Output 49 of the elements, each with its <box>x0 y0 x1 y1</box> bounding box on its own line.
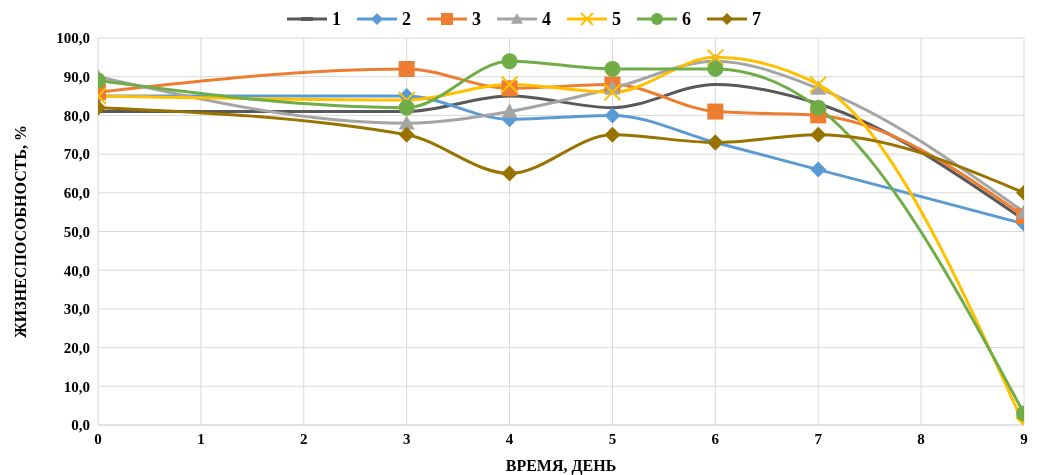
point <box>810 99 827 116</box>
x-tick-label: 3 <box>402 430 411 447</box>
x-tick-label: 2 <box>300 430 308 447</box>
y-tick-label: 70,0 <box>63 146 90 163</box>
y-tick-label: 60,0 <box>63 185 90 202</box>
legend-label: 4 <box>542 8 551 30</box>
x-tick-label: 5 <box>608 430 617 447</box>
point <box>501 165 518 182</box>
y-tick-label: 80,0 <box>63 107 90 124</box>
y-tick-label: 0,0 <box>71 417 90 434</box>
y-tick-label: 50,0 <box>63 223 90 240</box>
legend-label: 1 <box>332 8 341 30</box>
point <box>501 103 518 118</box>
point <box>603 83 622 102</box>
x-tick-label: 7 <box>814 430 823 447</box>
point <box>706 48 725 67</box>
point <box>707 103 724 120</box>
point <box>500 75 519 94</box>
x-tick-label: 4 <box>505 430 514 447</box>
point <box>398 99 415 116</box>
point <box>707 60 724 77</box>
x-tick-label: 8 <box>917 430 925 447</box>
y-tick-label: 100,0 <box>56 30 90 47</box>
point <box>604 126 621 143</box>
point <box>604 107 621 124</box>
legend-label: 3 <box>472 8 481 30</box>
y-tick-label: 20,0 <box>63 339 90 356</box>
legend-label: 6 <box>682 8 691 30</box>
point <box>604 60 621 77</box>
point <box>809 75 828 94</box>
legend-label: 5 <box>612 8 621 30</box>
legend-label: 7 <box>752 8 761 30</box>
point <box>810 126 827 143</box>
point <box>398 126 415 143</box>
point <box>398 60 415 77</box>
x-tick-label: 0 <box>94 430 102 447</box>
x-tick-label: 9 <box>1020 430 1028 447</box>
legend-label: 2 <box>402 8 411 30</box>
x-axis-title: ВРЕМЯ, ДЕНЬ <box>505 457 617 475</box>
y-axis-title: ЖИЗНЕСПОСОБНОСТЬ, % <box>11 125 29 338</box>
x-tick-label: 6 <box>711 430 720 447</box>
y-tick-label: 40,0 <box>63 262 90 279</box>
point <box>810 161 827 178</box>
y-tick-label: 10,0 <box>63 378 90 395</box>
x-tick-label: 1 <box>197 430 205 447</box>
point <box>501 53 518 70</box>
y-tick-label: 30,0 <box>63 301 90 318</box>
point <box>398 115 415 130</box>
y-tick-label: 90,0 <box>63 69 90 86</box>
